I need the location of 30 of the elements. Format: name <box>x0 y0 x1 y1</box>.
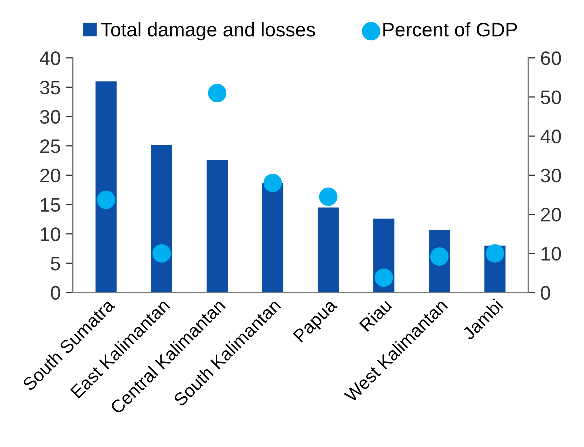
point <box>208 84 227 103</box>
bar <box>262 183 284 293</box>
y-tick-label: 20 <box>40 168 60 183</box>
y2-tick-label: 20 <box>541 208 562 222</box>
y-tick-label: 25 <box>40 140 60 154</box>
y-tick-label: 5 <box>51 257 60 271</box>
legend-label: Percent of GDP <box>384 22 518 37</box>
y-tick-label: 10 <box>41 228 60 242</box>
y2-tick-label: 50 <box>541 90 562 104</box>
point <box>152 244 172 263</box>
bar <box>206 160 228 293</box>
y2-tick-label: 40 <box>540 130 562 144</box>
point <box>264 174 282 192</box>
y2-tick-label: 0 <box>541 286 550 300</box>
y2-tick-label: 30 <box>541 168 562 183</box>
point <box>486 244 504 263</box>
point <box>319 188 338 206</box>
y2-tick-label: 60 <box>541 52 562 66</box>
bar <box>318 208 340 293</box>
y-tick-label: 35 <box>40 80 60 95</box>
y2-tick-label: 10 <box>542 247 562 261</box>
y-tick-label: 0 <box>51 286 60 300</box>
y-tick-label: 15 <box>41 198 60 212</box>
bar <box>151 144 172 293</box>
y-tick-label: 40 <box>40 52 60 66</box>
point <box>97 190 116 210</box>
bar <box>96 82 117 293</box>
y-tick-label: 30 <box>40 110 60 124</box>
legend-label: Total damage and losses <box>101 22 316 41</box>
point <box>374 268 394 288</box>
